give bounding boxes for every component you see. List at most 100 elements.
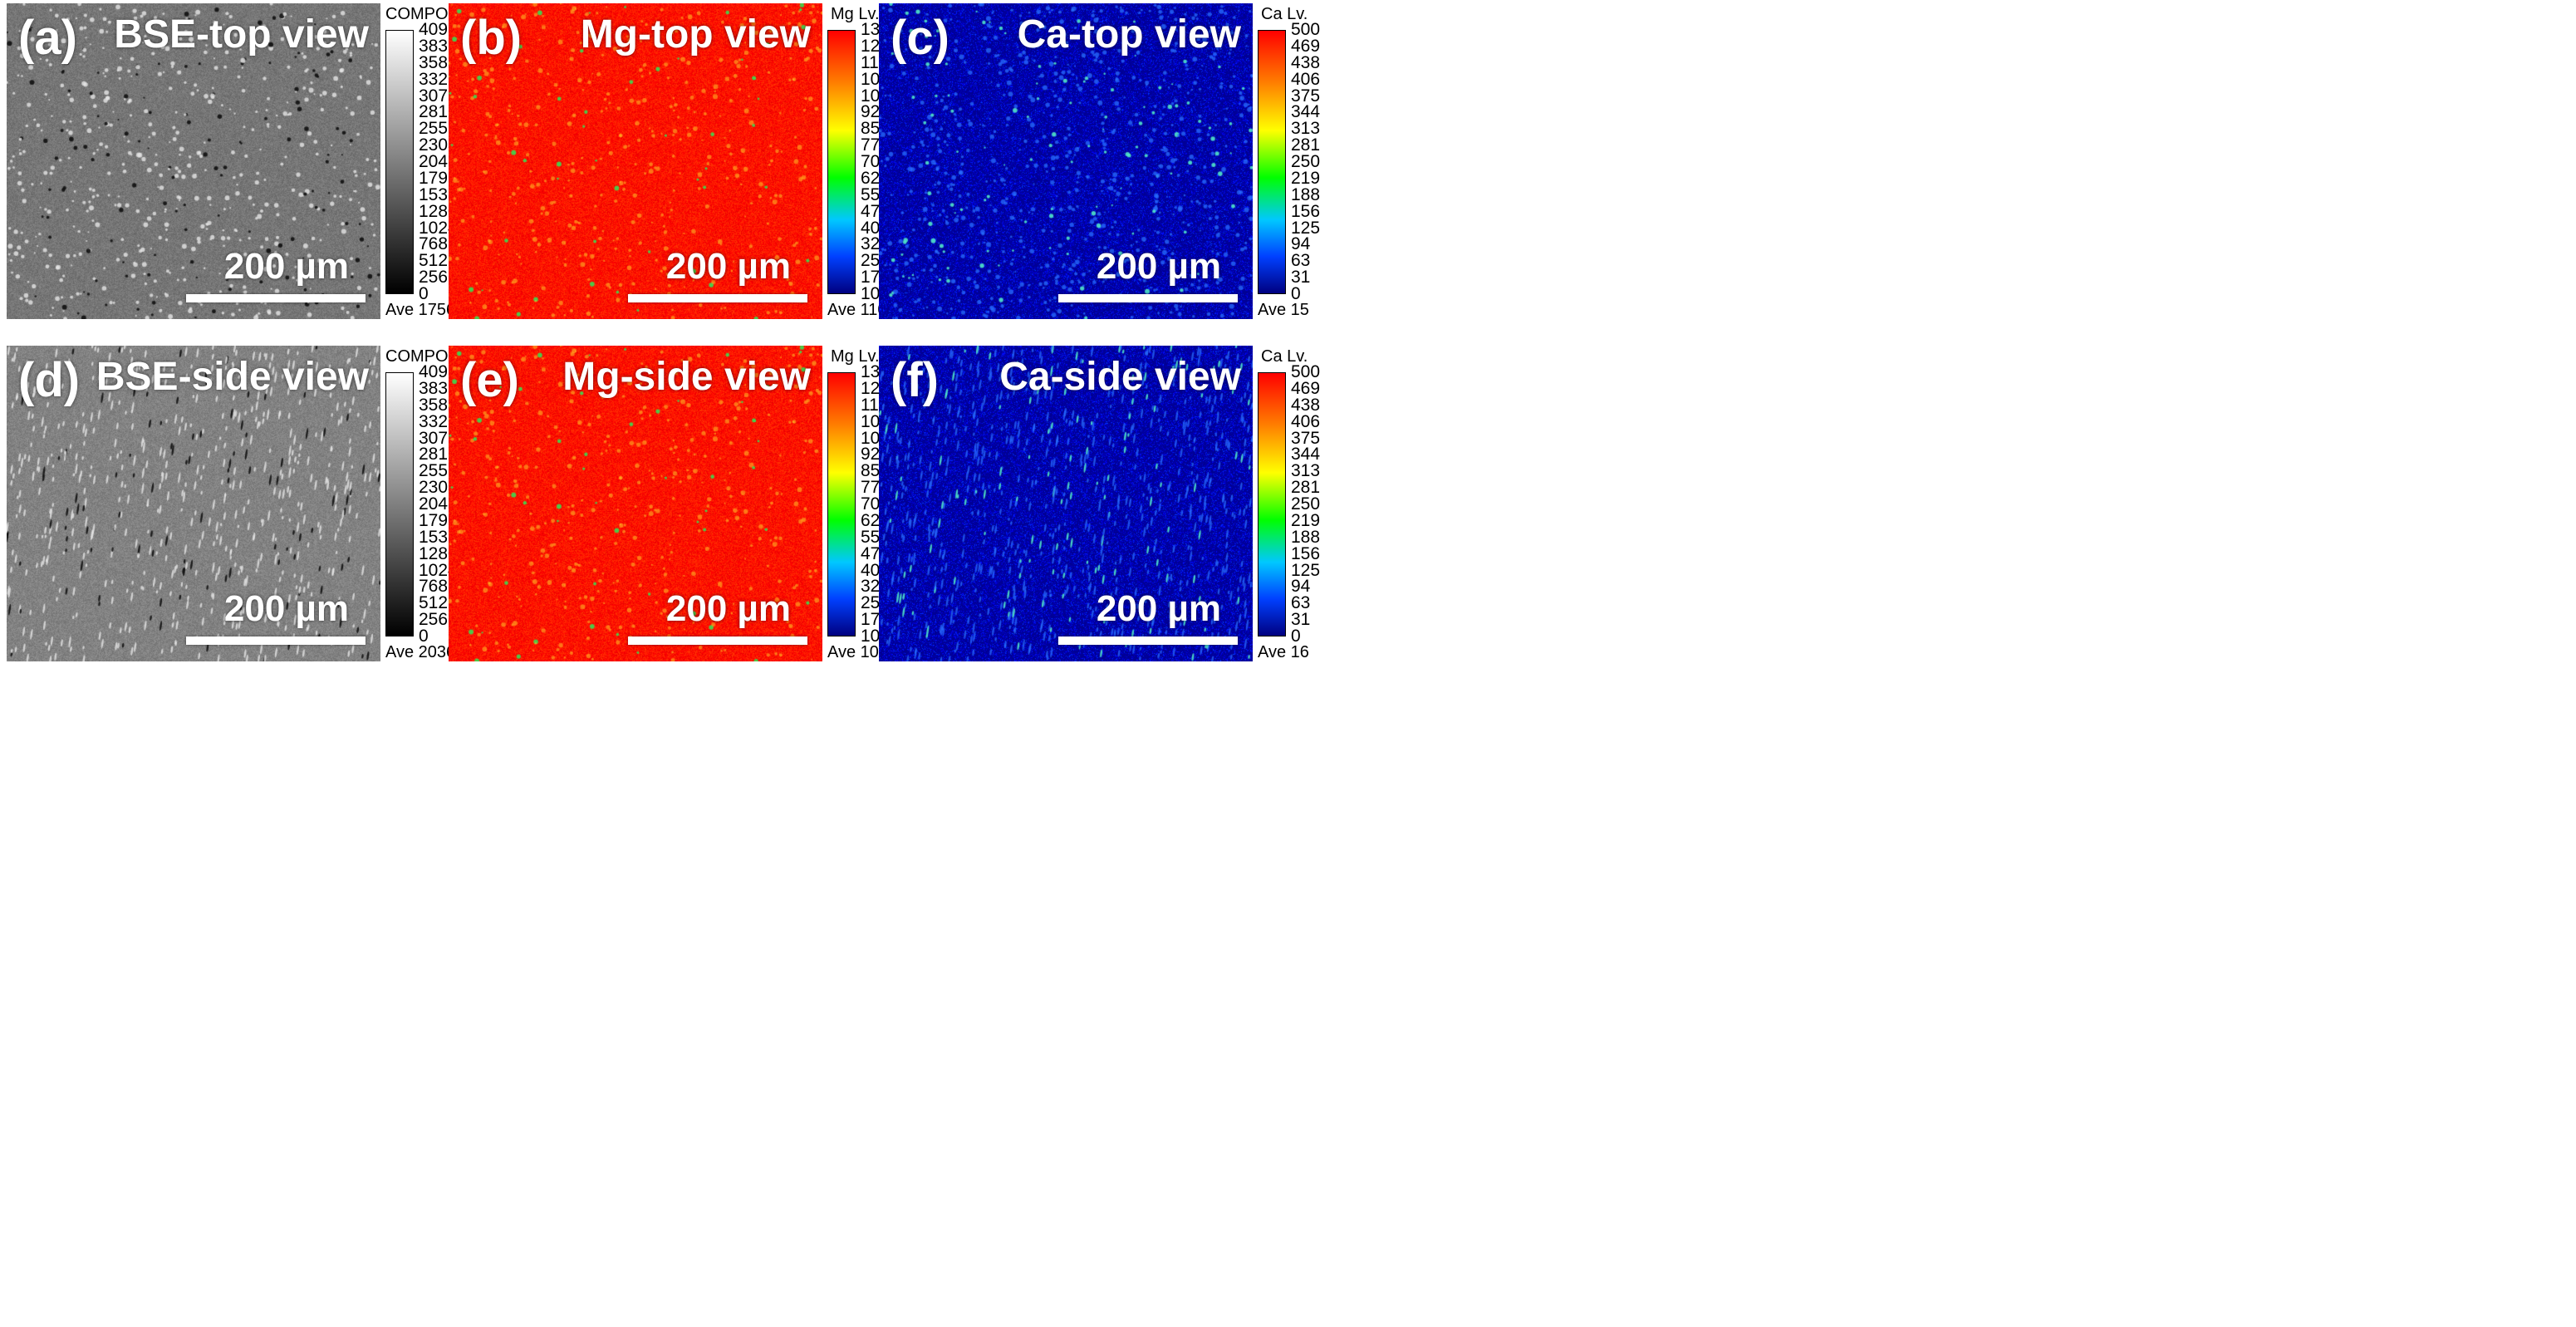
average-level: Ave 16 — [1258, 643, 1309, 661]
colorbar-tick-label: 31 — [1291, 268, 1311, 288]
colorbar-tick-label: 375 — [1291, 86, 1321, 106]
colorbar-tick-label: 438 — [1291, 52, 1321, 72]
colorbar-tick-label: 188 — [1291, 184, 1321, 204]
colorbar-tick-label: 256 — [419, 268, 449, 288]
scale-bar — [186, 294, 366, 302]
colorbar — [385, 30, 414, 294]
colorbar-tick-label: 4095 — [419, 20, 458, 39]
micrograph-texture — [449, 3, 822, 319]
colorbar-ticks: 4095 3839 3583 3327 3071 2815 2559 2303 2048 1792… — [419, 362, 477, 646]
colorbar-tick-label: 3071 — [419, 86, 458, 106]
scale-bar-label: 200 µm — [223, 246, 349, 287]
colorbar-tick-label: 500 — [1291, 20, 1321, 39]
colorbar-tick-label: 2303 — [419, 478, 458, 498]
colorbar-tick-label: 125 — [1291, 218, 1321, 238]
average-level: Ave 2036 — [385, 643, 456, 661]
scale-bar — [628, 636, 807, 645]
colorbar — [1258, 30, 1286, 294]
colorbar-title: Mg Lv. — [831, 5, 880, 23]
colorbar-tick-label: 768 — [419, 577, 449, 597]
colorbar-title: Ca Lv. — [1261, 5, 1308, 23]
panel-label: (f) — [891, 353, 939, 407]
colorbar-tick-label: 0 — [419, 284, 429, 303]
colorbar-tick-label: 406 — [1291, 69, 1321, 89]
colorbar-tick-label: 2048 — [419, 152, 458, 171]
scale-bar-label: 200 µm — [1096, 588, 1221, 629]
colorbar-tick-label: 512 — [419, 251, 449, 271]
micrograph-image: (e) Mg-side view 200 µm — [449, 346, 822, 661]
colorbar-tick-label: 256 — [419, 610, 449, 630]
colorbar-tick-label: 31 — [1291, 610, 1311, 630]
scale-bar-label: 200 µm — [223, 588, 349, 629]
colorbar-tick-label: 94 — [1291, 234, 1311, 254]
colorbar-tick-label: 2303 — [419, 135, 458, 155]
panel-title: Mg-side view — [562, 355, 811, 399]
panel-title: BSE-top view — [114, 12, 369, 57]
colorbar-tick-label: 250 — [1291, 152, 1321, 171]
colorbar-ticks: 4095 3839 3583 3327 3071 2815 2559 2303 2048 1792… — [419, 20, 477, 303]
colorbar-tick-label: 313 — [1291, 461, 1321, 481]
colorbar-tick-label: 438 — [1291, 395, 1321, 415]
colorbar-tick-label: 3071 — [419, 428, 458, 448]
colorbar — [385, 372, 414, 636]
colorbar-tick-label: 313 — [1291, 119, 1321, 139]
micrograph-texture — [7, 346, 380, 661]
colorbar-tick-label: 2048 — [419, 494, 458, 514]
colorbar-tick-label: 3583 — [419, 395, 458, 415]
micrograph-texture — [449, 346, 822, 661]
panel-c: (c) Ca-top view 200 µm Ca Lv. 500 469 438 406 37… — [879, 3, 1320, 327]
panel-label: (b) — [460, 11, 523, 65]
micrograph-image: (d) BSE-side view 200 µm — [7, 346, 380, 661]
colorbar-title: Mg Lv. — [831, 347, 880, 366]
colorbar-tick-label: 63 — [1291, 593, 1311, 613]
colorbar — [1258, 372, 1286, 636]
panel-label: (e) — [460, 353, 519, 407]
colorbar-tick-label: 281 — [1291, 478, 1321, 498]
colorbar-tick-label: 1792 — [419, 510, 458, 530]
colorbar-tick-label: 281 — [1291, 135, 1321, 155]
micrograph-texture — [7, 3, 380, 319]
colorbar-tick-label: 1024 — [419, 218, 458, 238]
colorbar-tick-label: 3327 — [419, 69, 458, 89]
colorbar-tick-label: 0 — [1291, 627, 1301, 646]
colorbar-tick-label: 3327 — [419, 411, 458, 431]
scale-bar-label: 200 µm — [1096, 246, 1221, 287]
colorbar-tick-label: 2815 — [419, 445, 458, 464]
scale-bar — [1058, 294, 1238, 302]
colorbar-tick-label: 94 — [1291, 577, 1311, 597]
colorbar-tick-label: 3839 — [419, 378, 458, 398]
colorbar — [827, 30, 856, 294]
panel-label: (d) — [18, 353, 81, 407]
average-level: Ave 1756 — [385, 301, 456, 319]
colorbar-tick-label: 188 — [1291, 527, 1321, 547]
colorbar-tick-label: 2559 — [419, 461, 458, 481]
colorbar-tick-label: 1280 — [419, 201, 458, 221]
colorbar-tick-label: 4095 — [419, 362, 458, 381]
panel-title: BSE-side view — [96, 355, 369, 399]
colorbar-tick-label: 344 — [1291, 102, 1321, 122]
scale-bar-label: 200 µm — [665, 246, 791, 287]
colorbar-tick-label: 2559 — [419, 119, 458, 139]
panel-label: (a) — [18, 11, 77, 65]
colorbar-title: Ca Lv. — [1261, 347, 1308, 366]
scale-bar — [1058, 636, 1238, 645]
colorbar-tick-label: 0 — [1291, 284, 1301, 303]
colorbar — [827, 372, 856, 636]
colorbar-tick-label: 512 — [419, 593, 449, 613]
colorbar-tick-label: 344 — [1291, 445, 1321, 464]
colorbar-tick-label: 0 — [419, 627, 429, 646]
colorbar-tick-label: 3839 — [419, 36, 458, 56]
colorbar-tick-label: 469 — [1291, 36, 1321, 56]
panel-title: Ca-side view — [999, 355, 1241, 399]
colorbar-tick-label: 219 — [1291, 510, 1321, 530]
micrograph-image: (c) Ca-top view 200 µm — [879, 3, 1253, 319]
colorbar-ticks: 500 469 438 406 375 344 313 281 250 219 188 156 125 9… — [1291, 20, 1349, 303]
colorbar-tick-label: 469 — [1291, 378, 1321, 398]
scale-bar-label: 200 µm — [665, 588, 791, 629]
micrograph-image: (f) Ca-side view 200 µm — [879, 346, 1253, 661]
colorbar-tick-label: 1792 — [419, 168, 458, 188]
panel-a: (a) BSE-top view 200 µm COMPO Lv. 4095 3839 35… — [7, 3, 473, 327]
colorbar-tick-label: 500 — [1291, 362, 1321, 381]
